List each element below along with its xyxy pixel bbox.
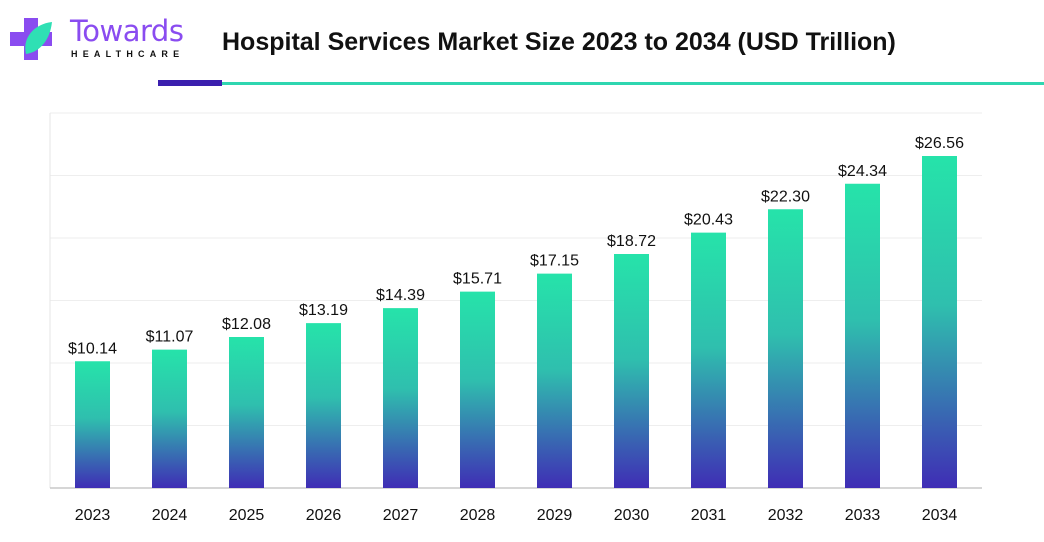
x-tick-label-2029: 2029 <box>537 507 573 524</box>
x-tick-label-2031: 2031 <box>691 507 727 524</box>
logo <box>8 14 188 64</box>
bar-2031 <box>691 232 726 488</box>
data-label-2030: $18.72 <box>607 233 656 250</box>
data-label-2024: $11.07 <box>146 329 194 346</box>
bar-2030 <box>614 254 649 488</box>
data-label-2034: $26.56 <box>915 135 964 152</box>
title-underline <box>222 82 1044 85</box>
bar-2027 <box>383 308 418 488</box>
bar-2024 <box>152 349 187 488</box>
data-label-2026: $13.19 <box>299 302 348 319</box>
data-label-2023: $10.14 <box>68 340 117 357</box>
x-tick-label-2025: 2025 <box>229 507 265 524</box>
x-tick-label-2034: 2034 <box>922 507 958 524</box>
brand-name: Towards <box>70 14 184 48</box>
brand-subtitle: HEALTHCARE <box>71 49 185 59</box>
data-label-2027: $14.39 <box>376 287 425 304</box>
title-underline-accent <box>158 80 222 86</box>
data-label-2031: $20.43 <box>684 212 733 229</box>
x-tick-label-2028: 2028 <box>460 507 496 524</box>
x-tick-label-2027: 2027 <box>383 507 419 524</box>
bar-2025 <box>229 337 264 488</box>
data-label-2032: $22.30 <box>761 188 810 205</box>
x-tick-label-2023: 2023 <box>75 507 111 524</box>
bar-2029 <box>537 273 572 488</box>
x-tick-label-2026: 2026 <box>306 507 342 524</box>
x-tick-label-2033: 2033 <box>845 507 881 524</box>
x-tick-label-2032: 2032 <box>768 507 804 524</box>
x-tick-label-2030: 2030 <box>614 507 650 524</box>
data-label-2033: $24.34 <box>838 163 887 180</box>
bar-2028 <box>460 291 495 488</box>
data-label-2028: $15.71 <box>453 271 502 288</box>
bar-2033 <box>845 183 880 488</box>
logo-cross-leaf-icon <box>10 18 52 60</box>
bar-2032 <box>768 209 803 488</box>
data-label-2025: $12.08 <box>222 316 271 333</box>
data-label-2029: $17.15 <box>530 253 579 270</box>
bar-2034 <box>922 156 957 488</box>
chart-title: Hospital Services Market Size 2023 to 20… <box>222 28 896 56</box>
bar-2026 <box>306 323 341 488</box>
x-tick-label-2024: 2024 <box>152 507 188 524</box>
bar-2023 <box>75 361 110 488</box>
